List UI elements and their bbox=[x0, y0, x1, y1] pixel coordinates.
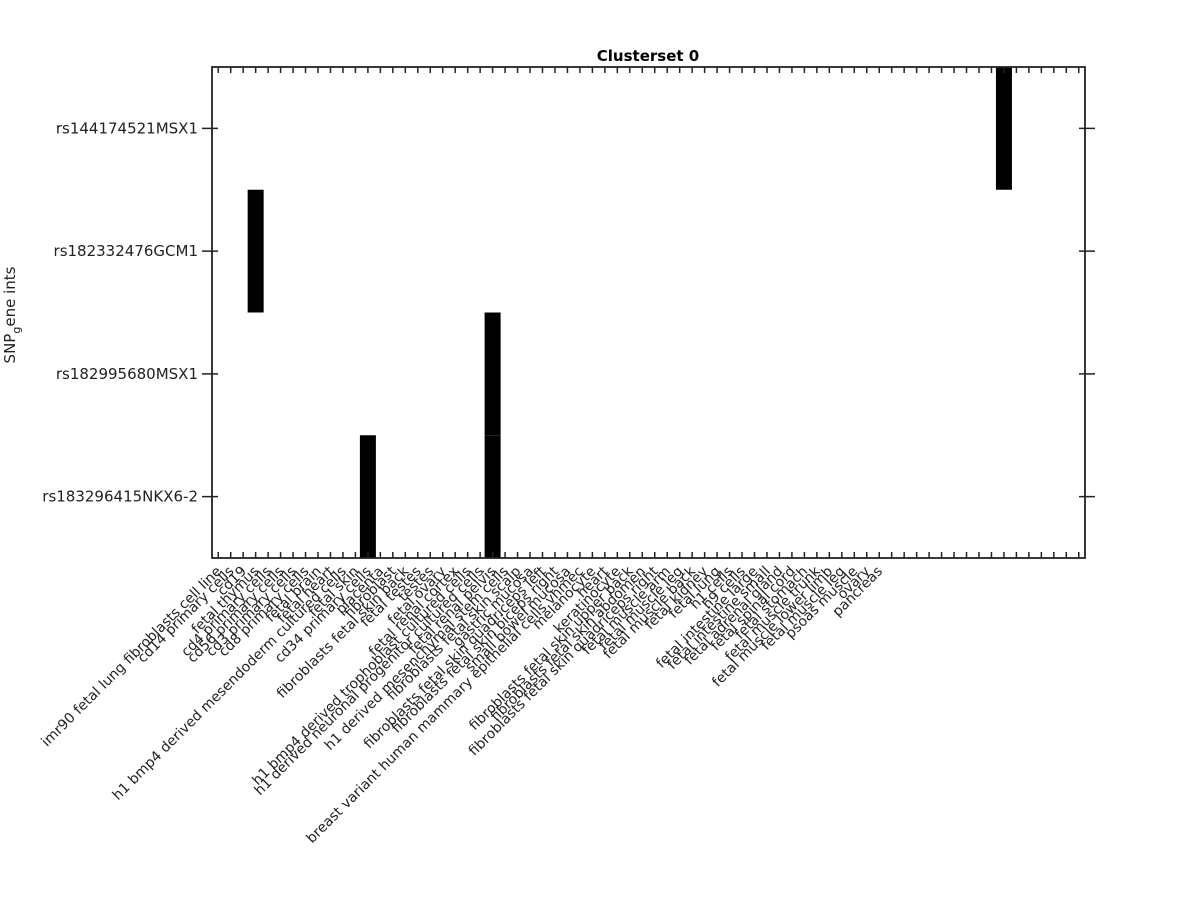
chart-title: Clusterset 0 bbox=[597, 47, 699, 65]
heatmap-cell bbox=[484, 312, 501, 436]
heatmap-marks bbox=[247, 67, 1012, 558]
y-tick-label: rs183296415NKX6-2 bbox=[42, 488, 198, 506]
heatmap-cell bbox=[247, 189, 264, 313]
heatmap-cell bbox=[359, 435, 376, 558]
x-ticks: imr90 fetal lung fibroblasts cell linecd… bbox=[38, 67, 1080, 847]
plot-frame bbox=[211, 66, 1086, 559]
y-ticks: rs144174521MSX1 rs182332476GCM1 rs18299568… bbox=[42, 119, 1095, 506]
y-axis-label: SNPgene ints bbox=[1, 266, 23, 363]
heatmap-cell bbox=[484, 435, 501, 558]
y-label-main: SNP bbox=[1, 334, 19, 364]
y-tick-label: rs182332476GCM1 bbox=[54, 242, 198, 260]
heatmap-cell bbox=[995, 67, 1012, 190]
y-label-rest: ene ints bbox=[1, 266, 19, 326]
y-label-sub: g bbox=[10, 327, 23, 334]
y-tick-label: rs144174521MSX1 bbox=[56, 119, 198, 137]
y-tick-label: rs182995680MSX1 bbox=[56, 365, 198, 383]
